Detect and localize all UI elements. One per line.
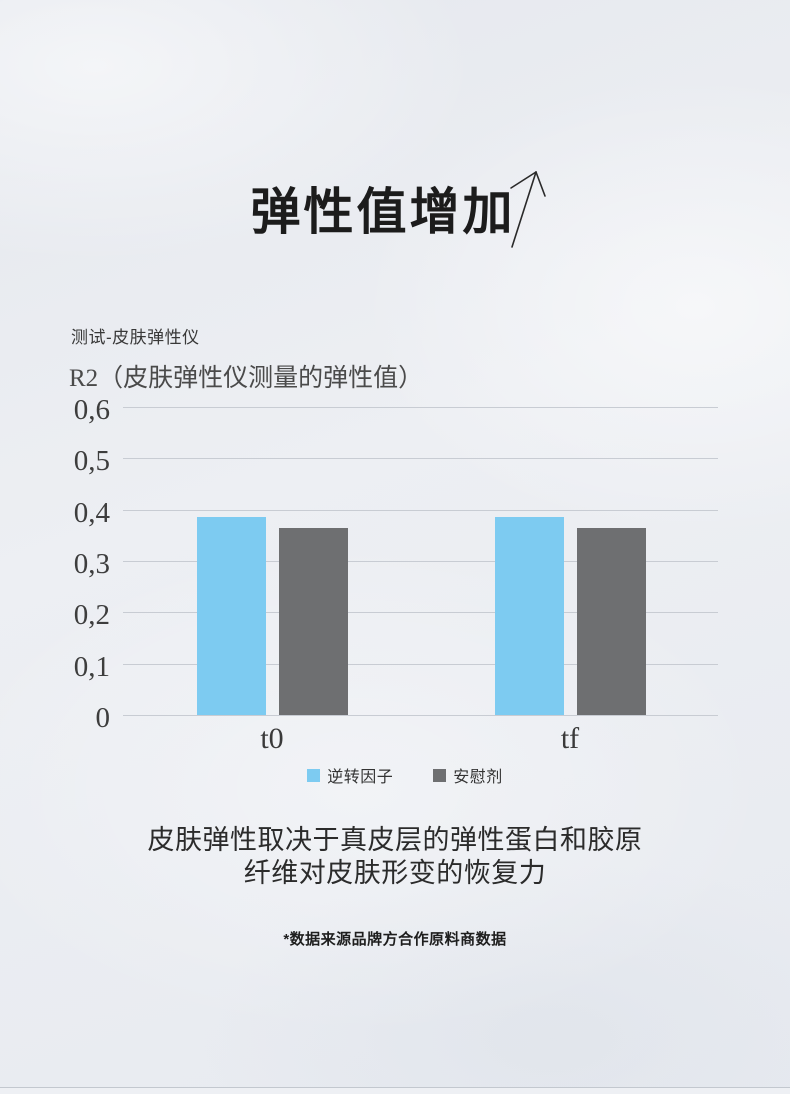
y-tick-label: 0,6	[73, 394, 110, 426]
page-bottom-strip	[0, 1088, 790, 1094]
bar-chart: t0 tf 逆转因子 安慰剂 0,6 0,5 0,4 0,3 0,2 0,1 0	[0, 395, 790, 792]
legend-item: 安慰剂	[433, 763, 503, 787]
description-line-2: 纤维对皮肤形变的恢复力	[243, 858, 547, 888]
up-arrow-icon	[510, 171, 546, 248]
y-tick-label: 0	[95, 702, 111, 734]
gridline	[123, 458, 718, 459]
page-bottom-divider	[0, 1087, 790, 1088]
legend-swatch-icon	[307, 768, 321, 782]
x-tick-label-t0: t0	[260, 722, 284, 755]
y-tick-label: 0,2	[73, 599, 110, 631]
description-line-1: 皮肤弹性取决于真皮层的弹性蛋白和胶原	[147, 825, 643, 855]
gridline	[123, 664, 718, 665]
data-source-footnote: *数据来源品牌方合作原料商数据	[283, 931, 507, 948]
chart-legend: 逆转因子 安慰剂	[10, 763, 790, 787]
y-tick-label: 0,1	[73, 651, 110, 683]
bar-group-t0	[123, 407, 421, 715]
legend-label: 安慰剂	[453, 769, 503, 786]
gridline	[123, 612, 718, 613]
legend-label: 逆转因子	[327, 769, 394, 786]
chart-axis-title: R2（皮肤弹性仪测量的弹性值）	[69, 365, 424, 392]
bar-group-tf	[421, 407, 719, 715]
bar-安慰剂-tf	[576, 528, 646, 715]
gridline	[123, 715, 718, 716]
gridline	[123, 407, 718, 408]
x-tick-label-tf: tf	[560, 722, 580, 755]
gridline	[123, 510, 718, 511]
bar-安慰剂-t0	[278, 528, 348, 715]
y-tick-label: 0,3	[73, 548, 110, 580]
test-method-label: 测试-皮肤弹性仪	[71, 328, 200, 347]
page-title: 弹性值增加	[250, 184, 516, 240]
gridline	[123, 561, 718, 562]
bar-逆转因子-t0	[196, 517, 266, 715]
bar-逆转因子-tf	[494, 517, 564, 715]
legend-swatch-icon	[433, 768, 447, 782]
legend-item: 逆转因子	[307, 763, 393, 787]
description-text: 皮肤弹性取决于真皮层的弹性蛋白和胶原 纤维对皮肤形变的恢复力	[0, 824, 790, 890]
y-tick-label: 0,5	[73, 445, 110, 477]
y-tick-label: 0,4	[73, 497, 110, 529]
plot-area	[123, 407, 719, 716]
